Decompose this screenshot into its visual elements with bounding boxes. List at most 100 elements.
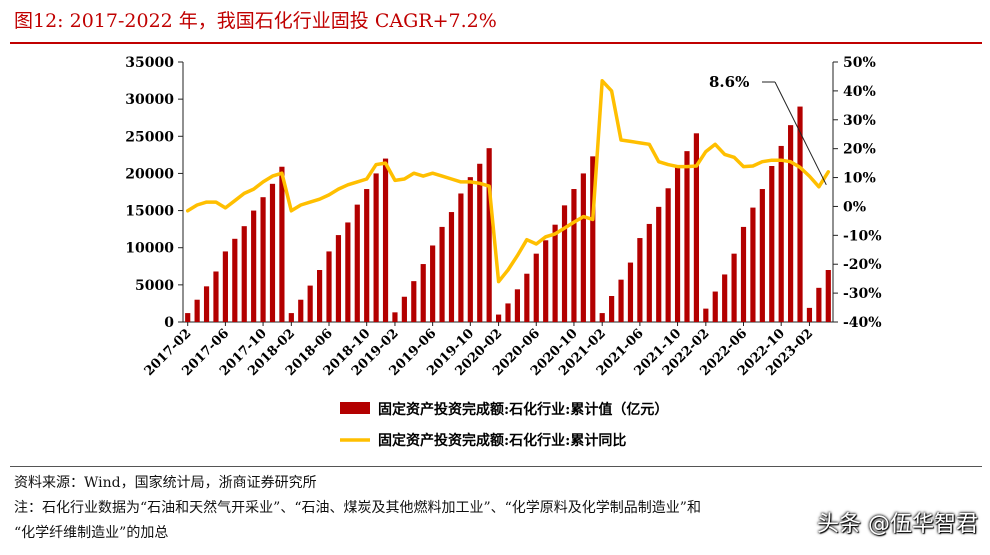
bar	[816, 287, 822, 322]
bar	[806, 307, 813, 322]
bar	[260, 197, 266, 322]
bar	[279, 166, 285, 322]
bar	[571, 189, 577, 322]
annotation-label: 8.6%	[709, 73, 749, 91]
bar-series	[185, 106, 831, 323]
bar	[637, 238, 643, 322]
right-axis-tick-label: -10%	[843, 228, 882, 244]
bar	[665, 188, 671, 322]
line-series	[185, 79, 831, 284]
bar	[203, 286, 210, 322]
note-text-continued: “化学纤维制造业”的加总	[14, 525, 169, 541]
bar	[420, 264, 426, 322]
bar	[627, 262, 634, 322]
bar	[467, 177, 473, 322]
right-axis-tick-label: 0%	[843, 199, 866, 215]
bar	[317, 270, 323, 322]
watermark: 头条 @伍华智君	[817, 512, 978, 537]
right-axis-tick-label: 20%	[843, 142, 876, 158]
right-axis-tick-label: 40%	[843, 84, 876, 100]
bar	[618, 279, 624, 322]
bar	[750, 207, 756, 322]
bar	[778, 145, 784, 322]
bar	[759, 189, 765, 322]
bar	[288, 313, 294, 322]
left-axis-tick-label: 25000	[125, 129, 174, 145]
chart: 0 5000 10000 15000 20000 25000 30000 35000 -40% -…	[125, 55, 881, 449]
bar	[703, 308, 709, 322]
left-axis-tick-label: 35000	[125, 55, 174, 71]
bar	[580, 173, 586, 322]
bar	[364, 189, 370, 322]
page-title: 图12: 2017-2022 年，我国石化行业固投 CAGR+7.2%	[14, 10, 497, 32]
footer-divider	[10, 466, 982, 467]
right-axis-tick-label: 50%	[843, 55, 876, 71]
bar	[232, 238, 238, 322]
bar	[382, 158, 389, 322]
bar	[326, 251, 332, 322]
note-text: 注：石化行业数据为“石油和天然气开采业”、“石油、煤炭及其他燃料加工业”、“化学…	[14, 500, 701, 516]
bar	[307, 285, 313, 322]
bar	[788, 125, 794, 323]
title-divider	[10, 42, 982, 44]
bar	[251, 210, 257, 322]
bar	[486, 148, 492, 322]
right-axis-tick-label: -20%	[843, 257, 882, 273]
bar	[524, 273, 530, 322]
bar	[392, 312, 398, 322]
right-axis-tick-label: -30%	[843, 286, 882, 302]
bar	[222, 251, 228, 322]
bar	[241, 226, 247, 322]
bar	[448, 212, 455, 322]
bar	[590, 156, 596, 322]
bar	[533, 253, 539, 322]
bar	[825, 270, 831, 322]
bar	[731, 253, 737, 322]
bar	[674, 167, 681, 322]
bar	[477, 163, 483, 322]
right-axis-tick-label: 10%	[843, 171, 876, 187]
bar	[712, 291, 718, 322]
bar	[693, 133, 699, 322]
bar	[373, 173, 379, 322]
bar	[543, 240, 549, 322]
bar	[684, 151, 690, 322]
bar	[646, 223, 652, 322]
bar	[345, 222, 351, 322]
bar	[740, 226, 747, 322]
bar	[722, 274, 728, 322]
growth-line	[185, 79, 831, 284]
right-axis-tick-label: 30%	[843, 113, 876, 129]
bar	[185, 313, 191, 322]
bar	[298, 299, 304, 322]
bar	[656, 206, 662, 322]
annotation-pointer	[774, 81, 827, 186]
bar	[495, 314, 502, 322]
bar	[609, 296, 615, 322]
legend-bar-label: 固定资产投资完成额:石化行业:累计值（亿元）	[378, 401, 668, 418]
bar	[797, 106, 803, 322]
bar	[354, 204, 360, 322]
legend-line-label: 固定资产投资完成额:石化行业:累计同比	[378, 432, 626, 449]
legend: 固定资产投资完成额:石化行业:累计值（亿元） 固定资产投资完成额:石化行业:累计同…	[340, 401, 668, 449]
bar	[505, 303, 511, 322]
right-axis-tick-label: -40%	[843, 315, 882, 331]
bar	[458, 193, 464, 322]
annotation-group: 8.6%	[709, 73, 827, 186]
bar	[269, 183, 276, 322]
bar	[430, 245, 436, 322]
bar	[335, 235, 342, 322]
legend-bar-swatch	[340, 402, 370, 414]
left-axis-tick-label: 20000	[125, 166, 174, 182]
left-axis-tick-label: 15000	[125, 204, 174, 220]
left-axis-tick-label: 5000	[135, 278, 174, 294]
bar	[552, 224, 558, 322]
bar	[561, 205, 568, 322]
chart-axes: 0 5000 10000 15000 20000 25000 30000 35000 -40% -…	[125, 55, 881, 379]
left-axis-tick-label: 10000	[125, 241, 174, 257]
bar	[599, 313, 605, 322]
left-axis-tick-label: 0	[164, 315, 174, 331]
bar	[213, 271, 219, 322]
left-axis-tick-label: 30000	[125, 92, 174, 108]
bar	[401, 296, 407, 322]
